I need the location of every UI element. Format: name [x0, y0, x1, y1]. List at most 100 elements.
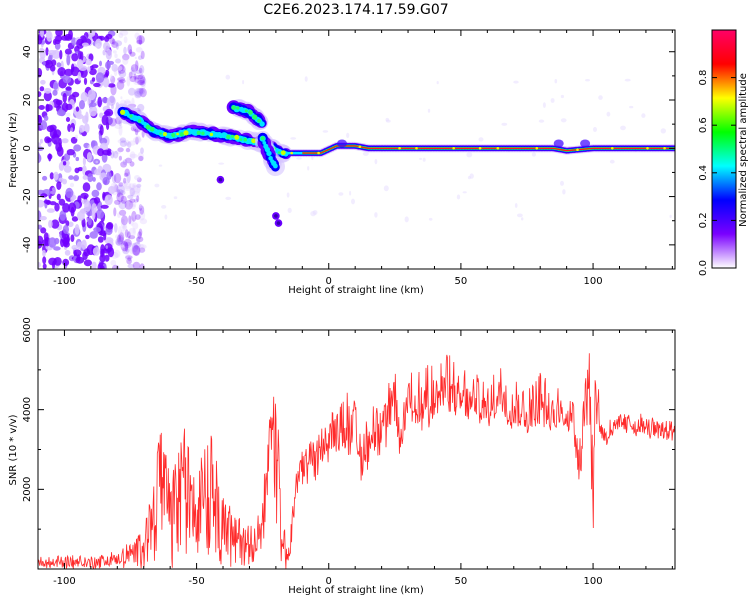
noise-blob [138, 228, 143, 237]
ridge-core [302, 145, 675, 154]
noise-speck [139, 204, 143, 209]
ridge-blob [259, 121, 265, 127]
noise-blob [42, 61, 46, 66]
noise-blob [123, 181, 132, 190]
noise-speck [242, 80, 245, 85]
noise-blob [75, 106, 80, 112]
noise-blob [133, 79, 141, 85]
noise-speck [95, 160, 99, 164]
noise-speck [86, 217, 89, 223]
noise-blob [117, 147, 124, 153]
noise-blob [138, 87, 144, 94]
noise-speck [110, 74, 113, 80]
noise-blob [40, 79, 46, 85]
noise-blob [136, 39, 143, 45]
noise-speck [620, 125, 626, 131]
noise-speck [466, 152, 473, 158]
noise-speck [513, 80, 519, 84]
noise-blob [38, 35, 43, 45]
noise-speck [287, 207, 292, 213]
noise-blob [42, 249, 46, 257]
noise-speck [422, 157, 426, 162]
noise-blob [132, 261, 141, 269]
ridge-highlight [209, 132, 214, 137]
noise-speck [456, 194, 461, 200]
noise-blob [113, 67, 118, 77]
noise-blob [134, 87, 144, 97]
noise-blob [102, 177, 110, 186]
noise-blob [38, 199, 45, 208]
ridge-highlight [196, 130, 201, 135]
noise-blob [138, 55, 143, 60]
noise-blob [118, 70, 122, 75]
noise-blob [84, 201, 92, 212]
noise-speck [374, 212, 378, 218]
noise-blob [86, 31, 96, 38]
noise-blob [137, 74, 146, 85]
ridge-bump [580, 139, 591, 148]
spectrogram-heatmap [38, 30, 675, 269]
noise-speck [112, 50, 117, 54]
y-tick-label: 4000 [22, 397, 33, 422]
noise-blob [64, 48, 72, 55]
noise-blob [38, 224, 43, 230]
ridge-core-dot [496, 147, 500, 150]
spectral-branch-1 [226, 99, 269, 131]
ridge-highlight [176, 132, 180, 136]
ridge-bump [337, 139, 347, 148]
colorbar-tick-label: 0.2 [698, 212, 709, 228]
noise-speck [593, 127, 597, 132]
noise-blob [71, 63, 75, 73]
noise-blob [138, 247, 146, 253]
noise-blob [46, 137, 53, 143]
noise-blob [109, 95, 115, 104]
isolated-point-core [274, 214, 278, 218]
noise-blob [56, 62, 62, 68]
noise-blob [97, 236, 104, 243]
noise-blob [124, 229, 129, 238]
noise-blob [101, 114, 109, 126]
noise-blob [129, 153, 138, 158]
noise-blob [50, 219, 60, 229]
noise-blob [73, 175, 80, 181]
noise-blob [118, 232, 125, 243]
spectrogram-panel: -100 -50 0 50 100 -40 -20 0 20 40 Height of strai… [8, 29, 676, 296]
noise-blob [64, 249, 71, 256]
noise-blob [46, 30, 53, 42]
noise-blob [129, 187, 135, 197]
noise-blob [38, 142, 41, 147]
noise-speck [428, 217, 433, 221]
noise-blob [128, 215, 132, 225]
noise-blob [38, 91, 42, 97]
ridge-highlight [234, 134, 240, 140]
ridge-core-dot [646, 147, 649, 150]
noise-blob [102, 77, 110, 88]
snr-axes: -100 -50 0 50 100 2000 4000 6000 [22, 317, 675, 587]
x-tick-label: -100 [53, 576, 76, 587]
x-tick-label: -100 [53, 276, 76, 287]
noise-blob [97, 165, 103, 173]
ridge-highlight [159, 132, 162, 135]
noise-blob [122, 53, 130, 61]
noise-speck [404, 216, 409, 223]
noise-speck [87, 144, 91, 150]
noise-speck [349, 190, 352, 196]
noise-blob [104, 243, 113, 252]
noise-blob [107, 186, 116, 195]
noise-blob [87, 89, 96, 101]
noise-blob [134, 214, 141, 220]
noise-blob [77, 71, 82, 81]
noise-blob [97, 148, 105, 157]
noise-blob [127, 44, 133, 55]
isolated-point-core [276, 221, 281, 225]
noise-blob [43, 91, 52, 102]
noise-blob [133, 63, 137, 74]
noise-speck [119, 244, 125, 248]
noise-blob [91, 261, 97, 269]
noise-blob [79, 124, 85, 133]
noise-blob [76, 241, 82, 250]
noise-blob [111, 64, 118, 72]
noise-blob [121, 215, 128, 226]
noise-speck [383, 185, 389, 192]
noise-blob [111, 174, 117, 184]
